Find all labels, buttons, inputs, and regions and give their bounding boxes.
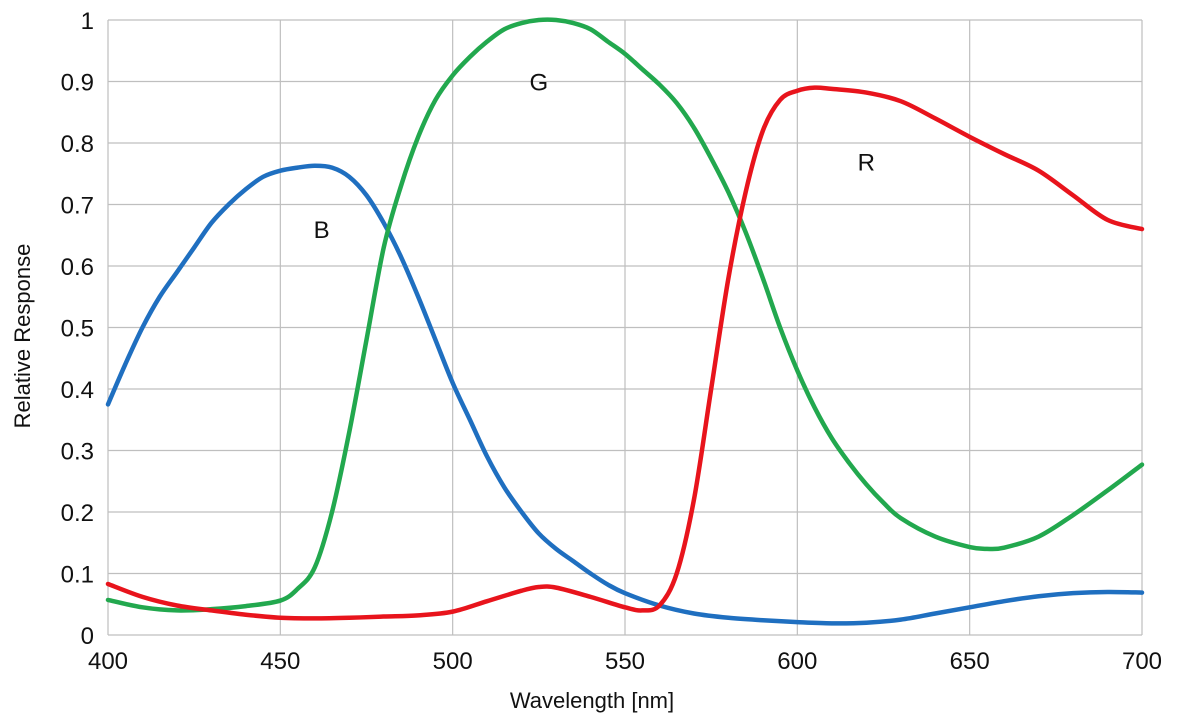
x-tick-label: 650 — [950, 648, 990, 675]
y-tick-label: 0.9 — [61, 70, 94, 97]
curve-label-b: B — [314, 217, 330, 244]
x-axis-ticks: 400 450 500 550 600 650 700 — [88, 648, 1162, 675]
annotation-layer: B G R — [314, 70, 875, 245]
y-tick-label: 0.8 — [61, 131, 94, 158]
series-line-r — [105, 85, 1145, 621]
y-tick-label: 0.3 — [61, 439, 94, 466]
series-line-b — [105, 163, 1145, 626]
y-tick-label: 0.2 — [61, 500, 94, 527]
y-tick-label: 0.7 — [61, 193, 94, 220]
y-tick-label: 0.6 — [61, 254, 94, 281]
curve-label-g: G — [529, 70, 548, 97]
y-tick-label: 0.1 — [61, 562, 94, 589]
x-tick-label: 500 — [433, 648, 473, 675]
x-tick-label: 450 — [260, 648, 300, 675]
y-axis-label: Relative Response — [10, 244, 35, 429]
y-tick-label: 0.5 — [61, 316, 94, 343]
x-tick-label: 600 — [777, 648, 817, 675]
series-line-g — [105, 17, 1145, 613]
series-layer — [105, 17, 1145, 626]
x-axis-label: Wavelength [nm] — [510, 688, 674, 713]
y-tick-label: 1 — [81, 8, 94, 35]
y-tick-label: 0 — [81, 623, 94, 650]
x-tick-label: 400 — [88, 648, 128, 675]
chart-grid — [107, 19, 1143, 636]
y-tick-label: 0.4 — [61, 377, 94, 404]
curve-label-r: R — [858, 149, 875, 176]
y-axis-ticks: 0 0.1 0.2 0.3 0.4 0.5 0.6 0.7 0.8 0.9 1 — [61, 8, 94, 650]
x-tick-label: 700 — [1122, 648, 1162, 675]
x-tick-label: 550 — [605, 648, 645, 675]
